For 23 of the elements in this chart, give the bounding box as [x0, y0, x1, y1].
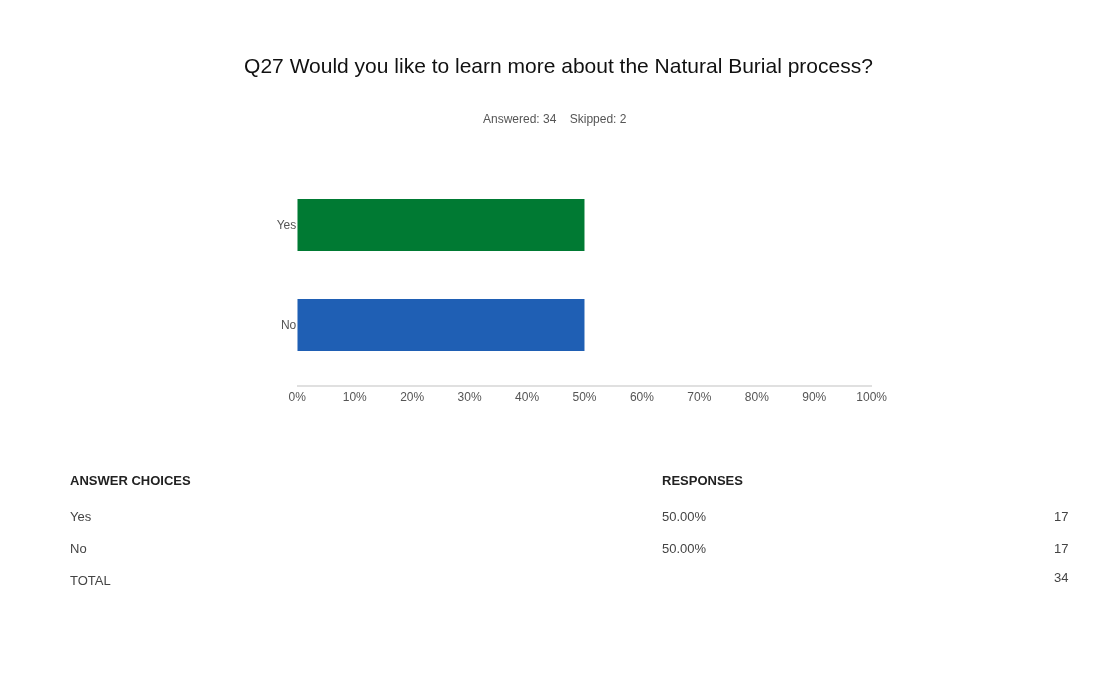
text: 50.00% — [662, 509, 707, 524]
x-tick-label: 100% — [856, 390, 888, 405]
text: ANSWER CHOICES — [70, 473, 191, 488]
x-tick-label: 0% — [288, 390, 307, 405]
x-tick-label: 10% — [342, 390, 368, 405]
x-tick-label: 20% — [400, 390, 425, 405]
text: 50.00% — [662, 541, 707, 556]
x-tick-label: 30% — [457, 390, 482, 405]
x-tick-label: 60% — [629, 390, 655, 405]
x-tick-label: 90% — [802, 390, 827, 405]
category-label: Yes — [70, 509, 92, 524]
chart-title: Q27 Would you like to learn more about the Natural Burial process? — [244, 53, 873, 77]
text: TOTAL — [70, 573, 111, 588]
x-tick-label: 50% — [572, 390, 597, 405]
x-tick-label: 70% — [687, 390, 712, 405]
x-tick-label: 80% — [744, 390, 770, 405]
text: 17 — [1054, 541, 1069, 556]
text: RESPONSES — [662, 473, 744, 488]
text: 17 — [1054, 509, 1069, 524]
chart-subtitle: Answered: 34 Skipped: 2 — [483, 112, 627, 126]
x-tick-label: 40% — [515, 390, 540, 405]
text: 34 — [1054, 570, 1069, 585]
category-label: No — [70, 541, 87, 556]
